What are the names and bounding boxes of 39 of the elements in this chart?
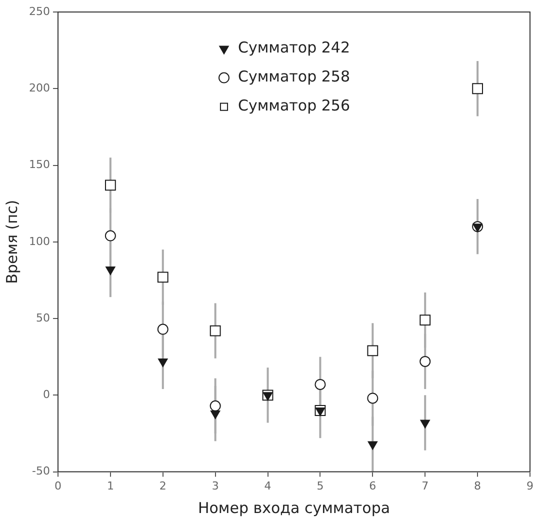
point [210,325,221,336]
point [420,314,431,326]
y-tick-label: 150 [28,158,50,172]
x-axis-title: Номер входа сумматора [198,498,390,517]
point [472,83,484,94]
x-tick-label: 3 [212,479,219,492]
x-tick-label: 2 [159,479,166,492]
legend-label: Сумматор 258 [238,68,350,86]
y-tick-label: 50 [36,311,50,324]
point [106,266,116,275]
point [420,356,431,367]
x-tick-label: 0 [54,479,62,492]
x-tick-label: 4 [264,479,272,492]
y-tick-label: 0 [42,388,50,402]
legend-label: Сумматор 256 [238,96,350,115]
x-tick-label: 8 [474,479,482,492]
point [104,230,116,242]
point [210,400,221,412]
legend-label: Сумматор 242 [238,38,350,57]
x-tick-label: 7 [422,479,429,492]
point [367,345,378,356]
x-tick-label: 9 [526,479,534,492]
point [367,392,378,404]
point [210,410,220,420]
y-tick-label: 100 [28,234,50,248]
x-tick-label: 5 [316,479,324,492]
point [158,358,168,367]
point [314,378,326,390]
x-tick-label: 1 [106,479,114,492]
point [157,324,168,335]
point [420,420,430,428]
point [157,272,168,283]
y-tick-label: 250 [28,4,50,18]
point [368,441,378,450]
y-axis-title: Время (пс) [2,200,21,284]
y-tick-label: 200 [28,81,50,94]
y-tick-label: -50 [32,464,50,478]
x-tick-label: 6 [369,479,376,492]
point [104,180,116,191]
